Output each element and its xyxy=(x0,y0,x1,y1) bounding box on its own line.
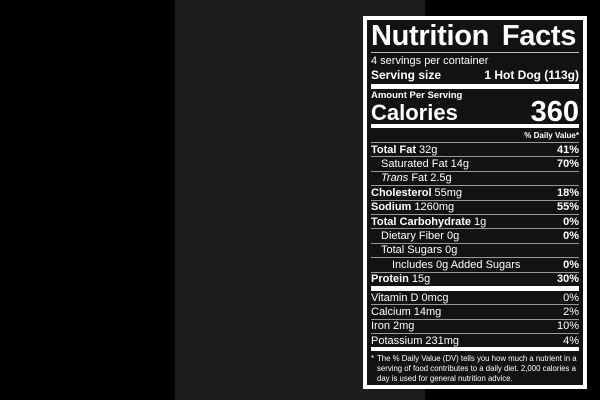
micronutrient-name: Calcium 14mg xyxy=(371,305,442,318)
nutrient-dv: 0% xyxy=(563,230,579,243)
row-iron: Iron 2mg 10% xyxy=(371,318,579,333)
nutrient-name: Sodium xyxy=(371,201,412,214)
serving-size-label: Serving size xyxy=(371,68,442,82)
amount-per-serving-label: Amount Per Serving xyxy=(371,90,463,101)
row-added-sugars: Includes 0g Added Sugars 0% xyxy=(371,257,579,271)
nutrient-dv: 0% xyxy=(563,258,579,271)
row-vitamin-d: Vitamin D 0mcg 0% xyxy=(371,291,579,304)
nutrient-name: Saturated Fat xyxy=(381,158,448,171)
row-calcium: Calcium 14mg 2% xyxy=(371,304,579,318)
nutrient-dv: 18% xyxy=(556,186,579,199)
nutrient-amount: 32g xyxy=(419,143,438,156)
nutrient-name: Dietary Fiber xyxy=(381,230,444,243)
micronutrient-dv: 10% xyxy=(556,320,579,333)
nutrient-amount: 1260mg xyxy=(414,201,455,214)
title-divider xyxy=(371,52,579,53)
nutrition-facts-label: Nutrition Facts 4 servings per container… xyxy=(363,16,587,389)
calories-row: Calories 360 xyxy=(371,96,579,128)
row-sodium: Sodium 1260mg 55% xyxy=(371,199,579,214)
nutrient-amount: Fat 2.5g xyxy=(411,172,452,185)
micronutrient-name: Vitamin D 0mcg xyxy=(371,291,449,304)
nutrient-name: Total Sugars xyxy=(381,244,443,257)
footnote-asterisk: * xyxy=(371,354,375,364)
nutrient-dv: 55% xyxy=(556,201,579,214)
nutrient-dv: 70% xyxy=(556,158,579,171)
calories-label: Calories xyxy=(371,100,458,125)
row-trans-fat: Trans Fat 2.5g xyxy=(371,170,579,185)
footnote-text: The % Daily Value (DV) tells you how muc… xyxy=(377,354,577,384)
nutrient-name: Includes 0g Added Sugars xyxy=(392,258,521,271)
nutrient-amount: 55mg xyxy=(434,186,463,199)
nutrient-name: Protein xyxy=(371,273,409,286)
nutrient-dv: 30% xyxy=(556,273,579,286)
nutrient-name: Total Carbohydrate xyxy=(371,215,472,228)
nutrient-dv: 41% xyxy=(556,143,579,156)
nutrient-dv: 0% xyxy=(563,215,579,228)
daily-value-header: % Daily Value* xyxy=(524,131,579,140)
row-saturated-fat: Saturated Fat 14g 70% xyxy=(371,156,579,170)
row-potassium: Potassium 231mg 4% xyxy=(371,333,579,347)
row-protein: Protein 15g 30% xyxy=(371,271,579,286)
nutrient-name: Trans xyxy=(381,172,409,185)
servings-per-container: 4 servings per container xyxy=(371,55,489,67)
row-total-carbohydrate: Total Carbohydrate 1g 0% xyxy=(371,213,579,228)
row-cholesterol: Cholesterol 55mg 18% xyxy=(371,185,579,199)
thick-divider-micronutrients xyxy=(371,285,579,291)
micronutrient-dv: 4% xyxy=(563,334,579,347)
micronutrient-name: Potassium 231mg xyxy=(371,334,460,347)
serving-size-row: Serving size 1 Hot Dog (113g) xyxy=(371,68,579,84)
nutrient-amount: 0g xyxy=(446,230,460,243)
nutrient-name: Total Fat xyxy=(371,143,417,156)
calories-divider xyxy=(371,124,579,128)
footnote: * The % Daily Value (DV) tells you how m… xyxy=(371,351,579,384)
footnote-divider xyxy=(371,347,579,352)
micronutrient-dv: 0% xyxy=(563,291,579,304)
micronutrient-name: Iron 2mg xyxy=(371,320,415,333)
nutrient-amount: 14g xyxy=(450,158,470,171)
row-total-sugars: Total Sugars 0g xyxy=(371,242,579,257)
calories-value: 360 xyxy=(530,96,579,128)
serving-size-value: 1 Hot Dog (113g) xyxy=(484,68,579,82)
nutrient-amount: 0g xyxy=(445,244,458,257)
thick-divider-top xyxy=(371,84,579,89)
nutrient-amount: 15g xyxy=(411,273,431,286)
nutrient-amount: 1g xyxy=(474,215,487,228)
row-dietary-fiber: Dietary Fiber 0g 0% xyxy=(371,228,579,242)
page-panel: Nutrition Facts 4 servings per container… xyxy=(175,0,587,400)
nutrient-name: Cholesterol xyxy=(371,186,432,199)
row-total-fat: Total Fat 32g 41% xyxy=(371,142,579,156)
label-title: Nutrition Facts xyxy=(371,20,577,52)
micronutrient-dv: 2% xyxy=(563,305,579,318)
